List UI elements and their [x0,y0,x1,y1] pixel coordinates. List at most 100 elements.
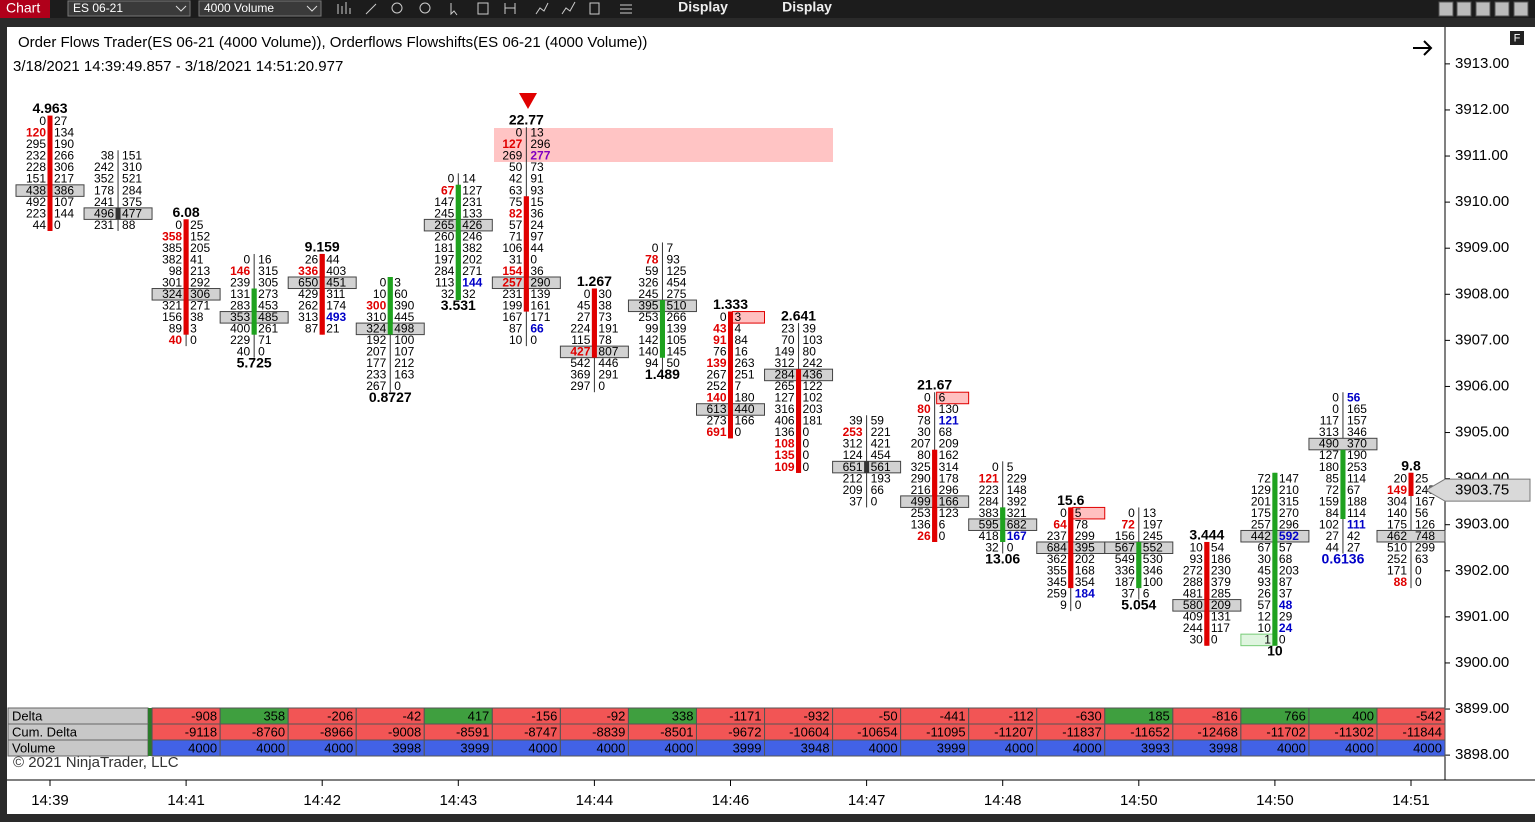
bid-volume: 0 [1332,391,1339,405]
ask-volume: 93 [666,252,680,266]
bid-volume: 252 [706,379,726,393]
bar-bottom-label: 1.489 [645,366,680,382]
ask-volume: 121 [939,414,959,428]
scroll-arrow[interactable] [1413,40,1433,56]
ask-volume: 42 [1347,529,1361,543]
ask-volume: 122 [803,379,823,393]
bid-volume: 108 [775,437,795,451]
bar-top-label: 6.08 [172,204,199,220]
dropdown-arrow [306,5,318,12]
bid-volume: 0 [175,218,182,232]
bid-volume: 312 [775,356,795,370]
ask-volume: 50 [666,356,680,370]
bid-volume: 30 [1189,633,1203,647]
bid-volume: 358 [162,229,182,243]
bid-volume: 67 [1258,540,1272,554]
tab-label[interactable]: Chart [6,0,40,16]
bid-volume: 32 [441,287,455,301]
ask-volume: 148 [1007,483,1027,497]
candle-body [319,253,325,335]
candle-body [115,207,121,220]
bid-volume: 20 [1394,471,1408,485]
period-select[interactable] [198,0,322,17]
bid-volume: 499 [911,494,931,508]
bid-volume: 171 [1387,563,1407,577]
ask-volume: 748 [1415,529,1435,543]
ask-volume: 60 [394,287,408,301]
ask-volume: 421 [871,437,891,451]
x-tick-label: 14:44 [576,792,614,809]
window-controls[interactable] [1438,1,1529,17]
ask-volume: 190 [54,137,74,151]
ask-volume: 231 [462,195,482,209]
bid-volume: 442 [1251,529,1271,543]
y-tick-label: 3899.00 [1455,700,1509,717]
bid-volume: 290 [911,471,931,485]
bid-volume: 244 [1183,621,1203,635]
table-value: 4000 [869,740,898,755]
candle-body [1408,472,1414,496]
instrument-select[interactable] [67,0,191,17]
bid-volume: 595 [979,517,999,531]
table-value: 185 [1148,708,1170,723]
table-gap [148,724,152,740]
display-button[interactable]: Display [782,0,832,15]
bid-volume: 265 [775,379,795,393]
ask-volume: 125 [666,264,686,278]
bid-volume: 260 [434,229,454,243]
y-tick-label: 3907.00 [1455,331,1509,348]
table-value: -112 [1009,708,1034,723]
ask-volume: 305 [258,275,278,289]
table-cell [1376,739,1446,757]
ask-volume: 0 [1211,633,1218,647]
ask-volume: 181 [803,414,823,428]
table-value: -908 [191,708,217,723]
bid-volume: 549 [1115,552,1135,566]
ask-volume: 44 [326,252,340,266]
ask-volume: 139 [530,287,550,301]
corner-label[interactable]: F [1514,32,1521,44]
bid-volume: 78 [917,414,931,428]
table-value: -1171 [729,708,761,723]
bid-volume: 650 [298,275,318,289]
chart-tab[interactable] [0,0,50,18]
ask-volume: 242 [803,356,823,370]
chart-title: Order Flows Trader(ES 06-21 (4000 Volume… [18,34,647,51]
ask-volume: 167 [1007,529,1027,543]
bid-volume: 651 [843,460,863,474]
toolbar-icons[interactable] [337,1,632,16]
bid-volume: 0 [720,310,727,324]
ask-volume: 27 [1347,540,1361,554]
bid-volume: 580 [1183,598,1203,612]
corner-box[interactable] [1510,31,1524,45]
ask-volume: 285 [1211,586,1231,600]
ask-volume: 210 [1279,483,1299,497]
candle-body [1204,541,1210,646]
ask-volume: 315 [258,264,278,278]
bid-volume: 178 [94,183,114,197]
instrument[interactable]: ES 06-21 [73,1,123,15]
y-tick-label: 3906.00 [1455,377,1509,394]
x-tick-label: 14:41 [167,792,205,809]
ask-volume: 6 [1143,586,1150,600]
table-value: -42 [402,708,421,723]
bid-volume: 131 [230,287,250,301]
bid-volume: 27 [1326,529,1340,543]
bid-volume: 691 [706,425,726,439]
ask-volume: 246 [462,229,482,243]
table-value: -9672 [728,724,761,739]
display-button[interactable]: Display [678,0,728,15]
period[interactable]: 4000 Volume [204,1,274,15]
bid-volume: 207 [366,345,386,359]
bar-top-label: 9.159 [305,238,340,254]
bid-volume: 124 [843,448,863,462]
bid-volume: 355 [1047,563,1067,577]
ask-volume: 453 [258,298,278,312]
ask-volume: 48 [1279,598,1293,612]
ask-volume: 807 [598,345,618,359]
bid-volume: 231 [94,218,114,232]
table-gap [148,708,152,724]
ask-volume: 131 [1211,610,1231,624]
bid-volume: 42 [509,172,523,186]
bid-volume: 0 [448,172,455,186]
